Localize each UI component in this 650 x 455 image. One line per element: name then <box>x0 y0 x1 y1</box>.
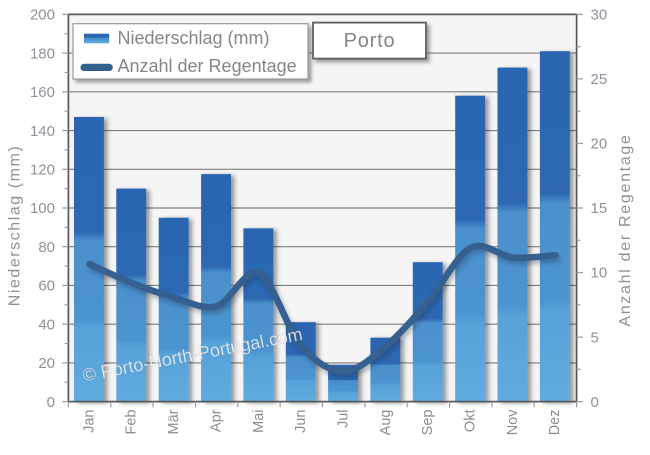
svg-text:Feb: Feb <box>124 410 140 435</box>
svg-text:Porto: Porto <box>344 30 396 52</box>
svg-text:Mai: Mai <box>251 410 267 433</box>
svg-text:Jul: Jul <box>336 410 352 429</box>
svg-text:Niederschlag (mm): Niederschlag (mm) <box>118 28 270 48</box>
svg-text:Mär: Mär <box>166 409 182 434</box>
svg-text:Niederschlag (mm): Niederschlag (mm) <box>7 145 24 307</box>
svg-text:160: 160 <box>30 84 55 101</box>
svg-text:200: 200 <box>30 7 55 24</box>
svg-text:40: 40 <box>38 316 55 333</box>
svg-text:140: 140 <box>30 123 55 140</box>
svg-text:Nov: Nov <box>505 409 521 436</box>
svg-text:100: 100 <box>30 200 55 217</box>
svg-text:Apr: Apr <box>208 409 224 432</box>
svg-text:Okt: Okt <box>463 410 479 433</box>
svg-text:Aug: Aug <box>378 410 394 436</box>
svg-text:Sep: Sep <box>420 410 436 436</box>
svg-text:Jan: Jan <box>81 410 97 433</box>
svg-text:10: 10 <box>591 265 608 282</box>
svg-text:20: 20 <box>591 136 608 153</box>
svg-text:Jun: Jun <box>293 410 309 433</box>
svg-text:120: 120 <box>30 162 55 179</box>
svg-text:15: 15 <box>591 200 608 217</box>
svg-text:80: 80 <box>38 239 55 256</box>
svg-text:0: 0 <box>591 394 599 411</box>
svg-text:25: 25 <box>591 71 608 88</box>
svg-text:180: 180 <box>30 45 55 62</box>
svg-text:30: 30 <box>591 7 608 24</box>
svg-text:Dez: Dez <box>547 410 563 436</box>
svg-text:5: 5 <box>591 329 599 346</box>
svg-text:0: 0 <box>47 394 55 411</box>
svg-text:20: 20 <box>38 355 55 372</box>
svg-text:Anzahl der Regentage: Anzahl der Regentage <box>617 133 634 326</box>
svg-text:Anzahl der Regentage: Anzahl der Regentage <box>118 56 297 76</box>
svg-text:60: 60 <box>38 278 55 295</box>
